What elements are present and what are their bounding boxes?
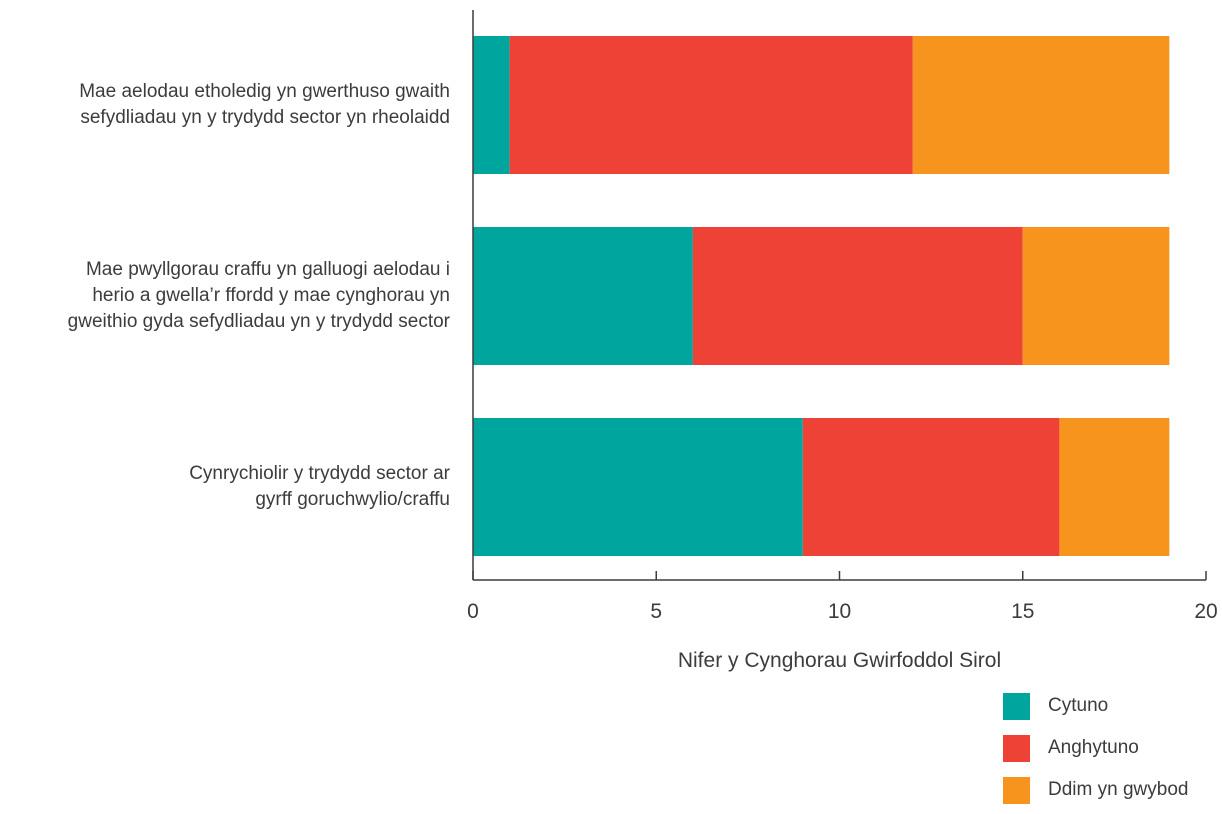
bar-cytuno-2 [473, 418, 803, 556]
x-tick-label: 20 [1194, 600, 1217, 623]
bar-anghytuno-2 [802, 418, 1060, 556]
x-tick-label: 5 [650, 600, 662, 623]
x-ticks-group: 0 5 10 15 20 [467, 571, 1218, 623]
category-label-line: gyrff goruchwylio/craffu [255, 489, 450, 510]
category-label-line: gweithio gyda sefydliadau yn y trydydd s… [67, 311, 450, 332]
bar-ddim-yn-gwybod-0 [912, 36, 1170, 174]
bar-anghytuno-1 [692, 227, 1023, 365]
legend-item: Ddim yn gwybod [1003, 772, 1188, 808]
category-label-line: Mae aelodau etholedig yn gwerthuso gwait… [79, 81, 450, 102]
legend-swatch [1003, 734, 1030, 762]
category-label-line: sefydliadau yn y trydydd sector yn rheol… [80, 107, 450, 128]
bars-group [473, 36, 1170, 556]
legend: Cytuno Anghytuno Ddim yn gwybod [1003, 688, 1188, 814]
legend-swatch [1003, 692, 1030, 720]
legend-label: Anghytuno [1048, 737, 1139, 758]
x-tick-label: 0 [467, 600, 479, 623]
category-label-line: Mae pwyllgorau craffu yn galluogi aeloda… [85, 259, 450, 280]
bar-anghytuno-0 [509, 36, 913, 174]
category-label-line: herio a gwella’r ffordd y mae cynghorau … [92, 285, 450, 306]
bar-ddim-yn-gwybod-2 [1059, 418, 1170, 556]
x-axis-title: Nifer y Cynghorau Gwirfoddol Sirol [677, 649, 1002, 672]
category-label: Mae aelodau etholedig yn gwerthuso gwait… [0, 79, 450, 131]
category-label: Cynrychiolir y trydydd sector ar gyrff go… [0, 461, 450, 513]
legend-item: Cytuno [1003, 688, 1188, 724]
legend-item: Anghytuno [1003, 730, 1188, 766]
legend-label: Ddim yn gwybod [1048, 779, 1189, 800]
bar-ddim-yn-gwybod-1 [1022, 227, 1170, 365]
legend-label: Cytuno [1048, 695, 1109, 716]
bar-cytuno-0 [473, 36, 510, 174]
bar-cytuno-1 [473, 227, 693, 365]
x-tick-label: 15 [1011, 600, 1034, 623]
x-tick-label: 10 [828, 600, 851, 623]
category-label-line: Cynrychiolir y trydydd sector ar [189, 463, 450, 484]
legend-swatch [1003, 776, 1030, 804]
category-label: Mae pwyllgorau craffu yn galluogi aeloda… [0, 257, 450, 335]
